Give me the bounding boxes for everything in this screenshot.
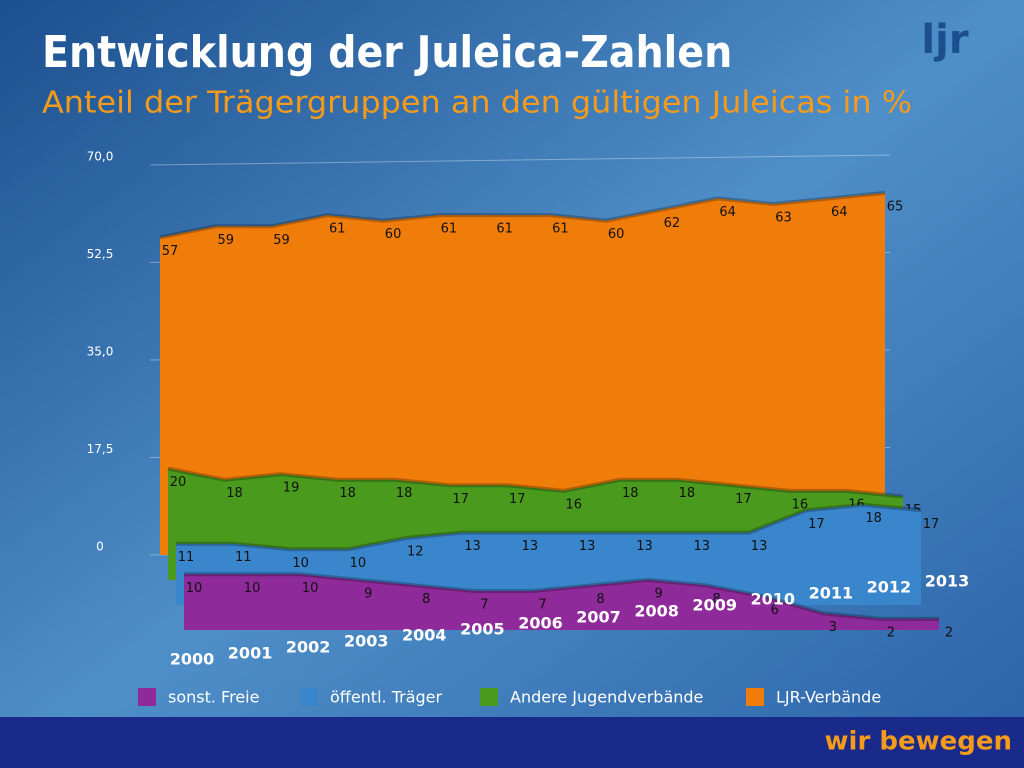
data-label: 10: [292, 556, 309, 571]
area-top-edge: [176, 502, 922, 552]
logo: ljr: [921, 17, 968, 63]
data-label: 8: [713, 592, 721, 607]
data-label: 18: [622, 486, 639, 501]
data-label: 59: [273, 233, 290, 248]
data-label: 2: [887, 625, 895, 640]
x-tick-label: 2010: [751, 590, 796, 609]
data-label: 65: [887, 199, 904, 214]
data-label: 13: [464, 539, 481, 554]
area: [176, 504, 921, 605]
data-label: 9: [654, 586, 662, 601]
data-label: 16: [792, 497, 809, 512]
data-label: 61: [441, 222, 458, 237]
data-label: 17: [452, 492, 469, 507]
data-label: 17: [923, 517, 940, 532]
x-tick-label: 2003: [344, 632, 389, 651]
area-top-edge: [184, 572, 939, 621]
data-label: 7: [480, 598, 488, 613]
data-label: 17: [735, 492, 752, 507]
legend-label: sonst. Freie: [168, 688, 259, 707]
data-label: 13: [522, 539, 539, 554]
x-tick-label: 2004: [402, 626, 447, 645]
y-tick-label: 35,0: [87, 345, 114, 359]
area-top-edge: [159, 190, 886, 240]
area: [160, 192, 885, 555]
x-tick-label: 2007: [576, 608, 621, 627]
area: [184, 574, 939, 630]
legend-label: Andere Jugendverbände: [510, 688, 703, 707]
data-label: 64: [719, 205, 736, 220]
data-label: 13: [693, 539, 710, 554]
data-label: 2: [945, 625, 953, 640]
data-label: 61: [496, 222, 513, 237]
data-label: 13: [751, 539, 768, 554]
data-label: 7: [538, 598, 546, 613]
data-label: 12: [407, 545, 424, 560]
data-label: 61: [552, 222, 569, 237]
data-label: 64: [831, 205, 848, 220]
y-tick-label: 17,5: [87, 442, 114, 456]
data-label: 62: [664, 216, 681, 231]
legend-swatch: [138, 688, 156, 706]
x-tick-label: 2000: [170, 650, 215, 669]
data-label: 10: [302, 581, 319, 596]
data-label: 18: [679, 486, 696, 501]
data-label: 19: [283, 481, 300, 496]
data-label: 18: [396, 486, 413, 501]
data-label: 11: [235, 550, 252, 565]
x-tick-label: 2008: [634, 602, 679, 621]
data-label: 18: [226, 486, 243, 501]
data-label: 10: [350, 556, 367, 571]
data-label: 17: [509, 492, 526, 507]
data-label: 3: [829, 620, 837, 635]
data-label: 9: [364, 586, 372, 601]
chart-subtitle: Anteil der Trägergruppen an den gültigen…: [42, 86, 912, 121]
y-tick-label: 0: [96, 540, 104, 554]
y-tick-label: 52,5: [87, 247, 114, 261]
data-label: 59: [217, 233, 234, 248]
data-label: 60: [608, 227, 625, 242]
footer-text: wir bewegen: [825, 727, 1012, 757]
data-label: 16: [565, 497, 582, 512]
data-label: 17: [808, 517, 825, 532]
data-label: 8: [422, 592, 430, 607]
data-label: 8: [596, 592, 604, 607]
data-label: 60: [385, 227, 402, 242]
area-top-edge: [167, 466, 904, 499]
grid-line: [149, 154, 891, 166]
data-label: 18: [865, 511, 882, 526]
data-label: 20: [170, 475, 187, 490]
data-label: 63: [775, 211, 792, 226]
data-label: 13: [636, 539, 653, 554]
x-tick-label: 2012: [867, 578, 912, 597]
legend-swatch: [300, 688, 318, 706]
x-tick-label: 2009: [692, 596, 737, 615]
y-tick-label: 70,0: [87, 150, 114, 164]
data-label: 10: [186, 581, 203, 596]
x-tick-label: 2011: [809, 584, 854, 603]
legend-swatch: [746, 688, 764, 706]
data-label: 61: [329, 222, 346, 237]
x-tick-label: 2006: [518, 614, 563, 633]
x-tick-label: 2005: [460, 620, 505, 639]
data-label: 6: [771, 603, 779, 618]
legend-label: öffentl. Träger: [330, 688, 442, 707]
data-label: 11: [178, 550, 195, 565]
legend-swatch: [480, 688, 498, 706]
data-label: 13: [579, 539, 596, 554]
legend-label: LJR-Verbände: [776, 688, 881, 707]
x-tick-label: 2002: [286, 638, 331, 657]
data-label: 18: [339, 486, 356, 501]
x-tick-label: 2001: [228, 644, 273, 663]
data-label: 57: [162, 244, 179, 259]
chart-title: Entwicklung der Juleica-Zahlen: [42, 27, 732, 78]
footer-band: [0, 717, 1024, 768]
data-label: 10: [244, 581, 261, 596]
x-tick-label: 2013: [925, 572, 970, 591]
